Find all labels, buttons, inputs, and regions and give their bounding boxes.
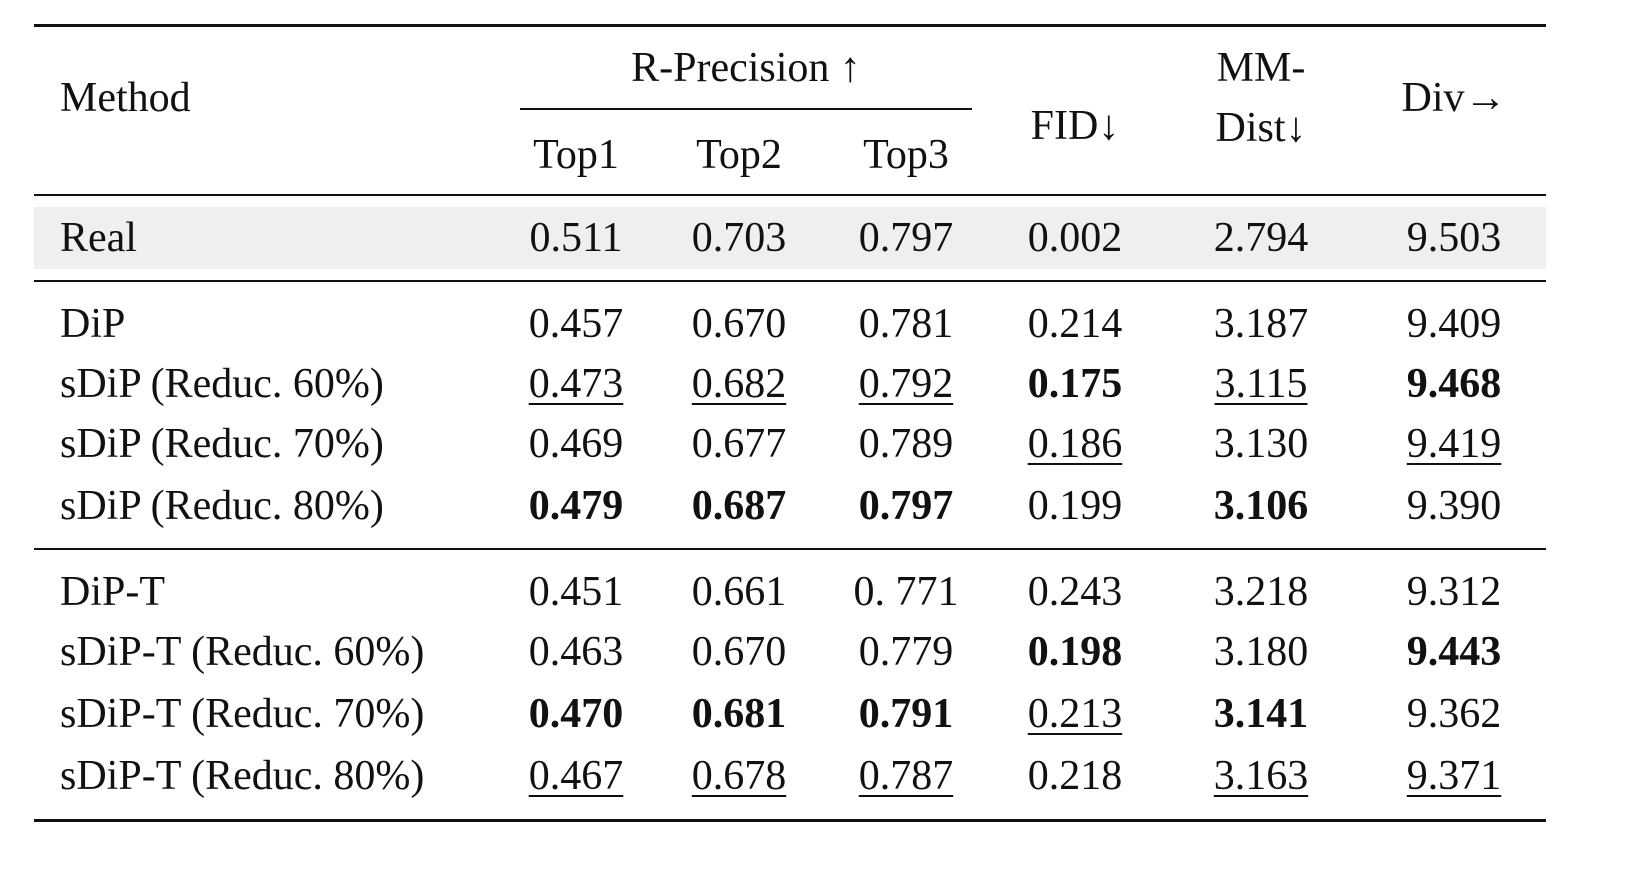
table-cell: 0.797 [858, 483, 954, 529]
top-rule [34, 24, 1546, 27]
table-cell: 9.503 [1406, 215, 1502, 261]
real-row-shade [34, 207, 1546, 269]
table-cell: 0.792 [858, 361, 954, 407]
group-rule-2 [34, 548, 1546, 550]
table-cell: 0.463 [528, 629, 624, 675]
table-cell: 0.214 [1027, 301, 1123, 347]
table-cell: 0.681 [691, 691, 787, 737]
bottom-rule [34, 819, 1546, 822]
header-mm-dist-line1: MM- [1216, 45, 1306, 91]
table-cell: 0.218 [1027, 753, 1123, 799]
table-cell: 0.457 [528, 301, 624, 347]
header-div: Div→ [1401, 75, 1507, 121]
table-cell: 3.106 [1213, 483, 1309, 529]
table-cell: 0.198 [1027, 629, 1123, 675]
table-cell: 3.180 [1213, 629, 1309, 675]
header-top1: Top1 [533, 132, 619, 178]
table-cell: 0.661 [691, 569, 787, 615]
table-cell: 0.687 [691, 483, 787, 529]
table-cell: 0.682 [691, 361, 787, 407]
method-name: sDiP-T (Reduc. 70%) [60, 691, 425, 737]
table-cell: 0.781 [858, 301, 954, 347]
table-cell: 0.479 [528, 483, 624, 529]
table-cell: 3.141 [1213, 691, 1309, 737]
method-name: sDiP (Reduc. 80%) [60, 483, 384, 529]
header-r-precision: R-Precision ↑ [631, 45, 861, 91]
header-mm-dist-line2: Dist↓ [1215, 105, 1307, 151]
table-cell: 9.390 [1406, 483, 1502, 529]
table-cell: 0.791 [858, 691, 954, 737]
table-cell: 9.409 [1406, 301, 1502, 347]
table-cell: 9.312 [1406, 569, 1502, 615]
table-cell: 0.789 [858, 421, 954, 467]
table-cell: 0.175 [1027, 361, 1123, 407]
table-cell: 0.678 [691, 753, 787, 799]
table-cell: 0.199 [1027, 483, 1123, 529]
table-cell: 0.670 [691, 301, 787, 347]
table-cell: 0.787 [858, 753, 954, 799]
method-name: sDiP-T (Reduc. 80%) [60, 753, 425, 799]
method-name: sDiP (Reduc. 60%) [60, 361, 384, 407]
header-method: Method [60, 75, 191, 121]
table-cell: 0.670 [691, 629, 787, 675]
method-name: DiP-T [60, 569, 165, 615]
table-cell: 0.469 [528, 421, 624, 467]
table-cell: 0.186 [1027, 421, 1123, 467]
table-cell: 0.677 [691, 421, 787, 467]
table-cell: 9.443 [1406, 629, 1502, 675]
table-cell: 0. 771 [853, 569, 959, 615]
header-top2: Top2 [696, 132, 782, 178]
table-cell: 0.511 [529, 215, 623, 261]
table-cell: 3.187 [1213, 301, 1309, 347]
table-cell: 0.470 [528, 691, 624, 737]
table-cell: 2.794 [1213, 215, 1309, 261]
table-cell: 0.779 [858, 629, 954, 675]
table-cell: 0.797 [858, 215, 954, 261]
table-cell: 0.002 [1027, 215, 1123, 261]
table-cell: 3.115 [1214, 361, 1308, 407]
method-name: sDiP-T (Reduc. 60%) [60, 629, 425, 675]
method-name: sDiP (Reduc. 70%) [60, 421, 384, 467]
table-cell: 3.163 [1213, 753, 1309, 799]
table-cell: 9.468 [1406, 361, 1502, 407]
table-cell: 3.130 [1213, 421, 1309, 467]
table-cell: 0.473 [528, 361, 624, 407]
group-rule-1 [34, 280, 1546, 282]
table-cell: 3.218 [1213, 569, 1309, 615]
table-cell: 9.419 [1406, 421, 1502, 467]
r-precision-subrule [520, 108, 972, 110]
header-fid: FID↓ [1030, 103, 1120, 149]
method-name: DiP [60, 301, 126, 347]
header-rule [34, 194, 1546, 196]
table-cell: 0.451 [528, 569, 624, 615]
table-cell: 9.362 [1406, 691, 1502, 737]
table-cell: 9.371 [1406, 753, 1502, 799]
table-cell: 0.243 [1027, 569, 1123, 615]
table-cell: 0.703 [691, 215, 787, 261]
header-top3: Top3 [863, 132, 949, 178]
table-cell: 0.467 [528, 753, 624, 799]
method-name: Real [60, 215, 137, 261]
table-cell: 0.213 [1027, 691, 1123, 737]
